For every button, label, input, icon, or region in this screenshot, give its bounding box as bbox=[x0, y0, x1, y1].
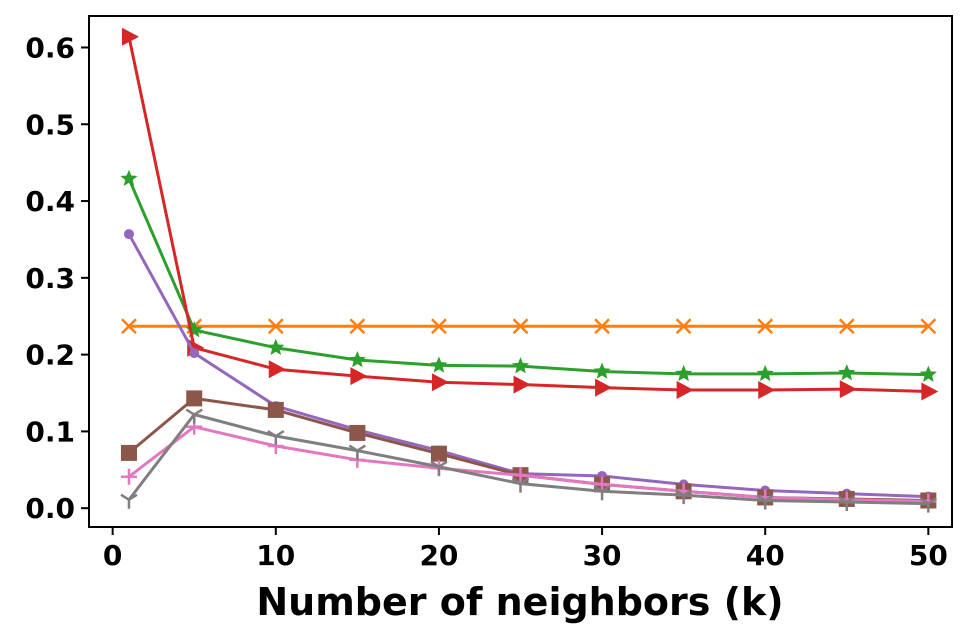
data-point-brown-square bbox=[186, 390, 203, 407]
data-point-gray-tri-down bbox=[430, 460, 448, 476]
data-point-brown-square bbox=[349, 424, 366, 441]
y-axis: 0.0 0.1 0.2 0.3 0.4 0.5 0.6 bbox=[25, 31, 89, 525]
series-layer bbox=[120, 27, 939, 513]
data-point-green-star bbox=[593, 362, 611, 379]
data-point-orange-x bbox=[838, 318, 855, 335]
data-point-red-triangle bbox=[839, 380, 857, 399]
data-point-pink-plus bbox=[594, 476, 611, 493]
data-point-orange-x bbox=[757, 318, 774, 335]
data-point-red-triangle bbox=[595, 378, 613, 397]
x-axis-title: Number of neighbors (k) bbox=[256, 580, 783, 624]
data-point-green-star bbox=[267, 338, 285, 355]
x-tick-label: 20 bbox=[419, 539, 458, 572]
data-point-orange-x bbox=[920, 318, 937, 335]
data-point-green-star bbox=[430, 356, 448, 373]
data-point-green-star bbox=[838, 364, 856, 381]
x-tick-label: 40 bbox=[746, 539, 785, 572]
data-point-red-triangle bbox=[676, 380, 694, 399]
series-green-star bbox=[120, 169, 937, 382]
y-tick-label: 0.1 bbox=[25, 415, 75, 448]
data-point-pink-plus bbox=[512, 467, 529, 484]
data-point-brown-square bbox=[430, 445, 447, 462]
data-point-brown-square bbox=[120, 444, 137, 461]
data-point-orange-x bbox=[267, 318, 284, 335]
data-point-orange-x bbox=[512, 318, 529, 335]
data-point-pink-plus bbox=[120, 468, 137, 485]
data-point-gray-tri-down bbox=[593, 485, 611, 501]
data-point-red-triangle bbox=[431, 373, 449, 392]
data-point-gray-tri-down bbox=[838, 495, 856, 512]
data-point-orange-x bbox=[594, 318, 610, 335]
y-tick-label: 0.5 bbox=[25, 108, 75, 141]
data-point-red-triangle bbox=[758, 380, 776, 399]
data-point-red-triangle bbox=[921, 382, 939, 401]
x-tick-label: 50 bbox=[909, 539, 948, 572]
data-point-gray-tri-down bbox=[756, 494, 774, 510]
data-point-gray-tri-down bbox=[511, 477, 530, 493]
x-tick-label: 0 bbox=[103, 539, 122, 572]
data-point-orange-x bbox=[675, 318, 692, 335]
data-point-orange-x bbox=[349, 318, 366, 335]
x-axis: 0 10 20 30 40 50 bbox=[103, 527, 948, 572]
x-tick-label: 30 bbox=[583, 539, 622, 572]
data-point-red-triangle bbox=[121, 27, 139, 46]
data-point-purple-circle bbox=[189, 348, 200, 359]
series-gray-tri-down bbox=[120, 408, 938, 513]
series-orange-x bbox=[121, 318, 937, 335]
plot-frame bbox=[88, 15, 953, 528]
data-point-gray-tri-down bbox=[348, 444, 367, 460]
y-tick-label: 0.0 bbox=[25, 492, 75, 525]
data-point-red-triangle bbox=[350, 367, 368, 386]
x-tick-label: 10 bbox=[256, 539, 295, 572]
data-point-orange-x bbox=[121, 318, 137, 335]
y-tick-label: 0.4 bbox=[25, 185, 75, 218]
data-point-gray-tri-down bbox=[267, 429, 285, 446]
data-point-purple-circle bbox=[123, 229, 134, 240]
data-point-green-star bbox=[675, 364, 693, 382]
data-point-green-star bbox=[756, 364, 774, 382]
data-point-green-star bbox=[511, 357, 530, 374]
data-point-green-star bbox=[919, 365, 937, 382]
y-tick-label: 0.2 bbox=[25, 339, 75, 372]
y-tick-label: 0.3 bbox=[25, 262, 75, 295]
data-point-gray-tri-down bbox=[674, 489, 693, 505]
data-point-gray-tri-down bbox=[919, 497, 938, 513]
y-tick-label: 0.6 bbox=[25, 31, 75, 64]
data-point-brown-square bbox=[267, 401, 284, 418]
data-point-red-triangle bbox=[513, 375, 531, 394]
data-point-green-star bbox=[348, 350, 366, 368]
data-point-green-star bbox=[120, 169, 138, 187]
data-point-orange-x bbox=[431, 318, 447, 335]
data-point-red-triangle bbox=[268, 360, 286, 379]
data-point-gray-tri-down bbox=[185, 408, 203, 424]
data-point-gray-tri-down bbox=[120, 493, 138, 509]
